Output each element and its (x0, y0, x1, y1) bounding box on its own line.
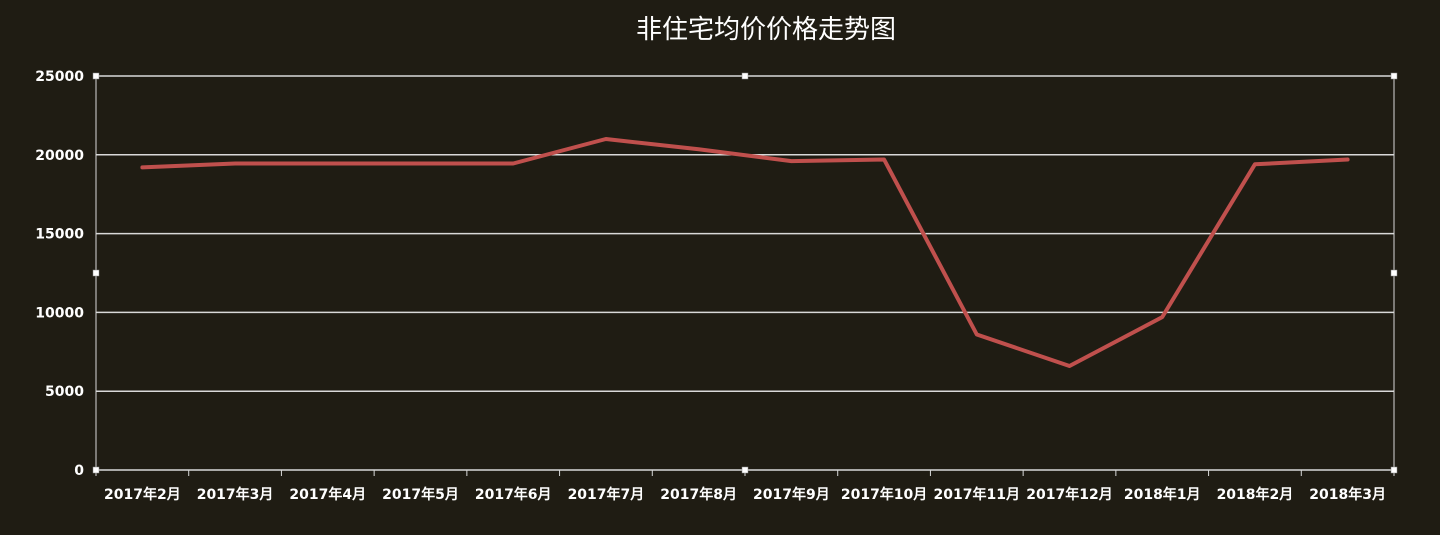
series-line (140, 137, 1350, 368)
y-tick-label: 5000 (45, 384, 84, 400)
x-tick-label: 2017年9月 (753, 486, 830, 503)
selection-handle (92, 269, 100, 277)
y-tick-label: 20000 (35, 148, 84, 164)
selection-handle (1390, 269, 1398, 277)
x-tick-label: 2017年11月 (934, 486, 1020, 503)
x-tick-label: 2017年8月 (660, 486, 737, 503)
series-lines (140, 137, 1350, 368)
x-tick-label: 2017年5月 (382, 486, 459, 503)
axes (95, 76, 1395, 476)
x-tick-label: 2018年1月 (1124, 486, 1201, 503)
selection-handle (741, 466, 749, 474)
x-tick-label: 2017年10月 (841, 486, 927, 503)
selection-handle (1390, 466, 1398, 474)
chart-title: 非住宅均价价格走势图 (636, 15, 896, 45)
x-tick-label: 2018年3月 (1309, 486, 1386, 503)
y-tick-label: 10000 (35, 305, 84, 321)
y-tick-label: 0 (74, 463, 84, 479)
x-tick-label: 2017年7月 (568, 486, 645, 503)
x-tick-label: 2017年4月 (289, 486, 366, 503)
x-tick-label: 2017年12月 (1026, 486, 1112, 503)
selection-handle (1390, 72, 1398, 80)
y-tick-label: 25000 (35, 69, 84, 85)
x-tick-label: 2017年3月 (197, 486, 274, 503)
grid-lines (96, 75, 1394, 392)
y-tick-label: 15000 (35, 227, 84, 243)
y-tick-labels: 0 5000 10000 15000 20000 25000 (35, 69, 84, 479)
selection-handle (741, 72, 749, 80)
selection-handle (92, 72, 100, 80)
x-tick-label: 2018年2月 (1217, 486, 1294, 503)
x-tick-label: 2017年2月 (104, 486, 181, 503)
selection-handles (92, 72, 1398, 474)
x-tick-labels: 2017年2月 2017年3月 2017年4月 2017年5月 2017年6月 2017年… (104, 486, 1386, 503)
x-tick-label: 2017年6月 (475, 486, 552, 503)
selection-handle (92, 466, 100, 474)
